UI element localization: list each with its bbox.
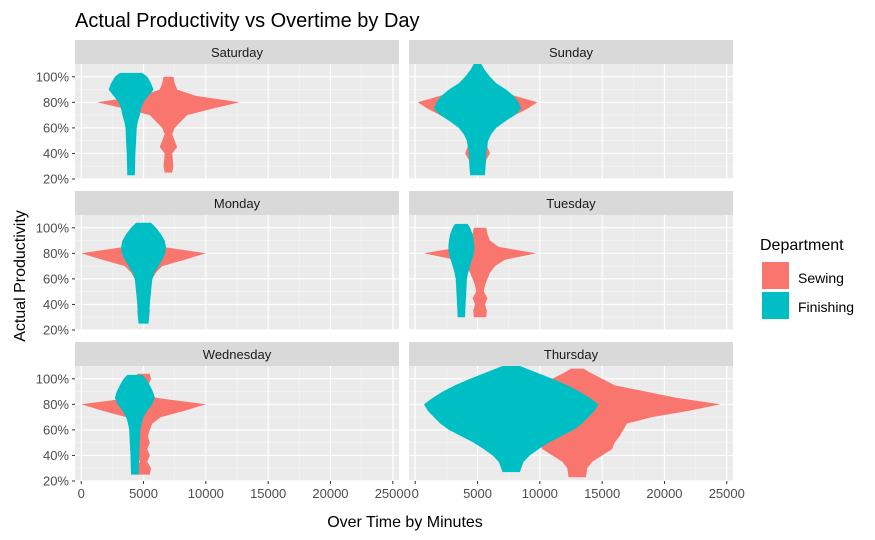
y-tick-label: 100% xyxy=(36,220,70,235)
facet-strip-label: Saturday xyxy=(211,45,264,60)
facet-strip-label: Tuesday xyxy=(546,196,596,211)
x-axis-title: Over Time by Minutes xyxy=(327,514,483,531)
y-axis-title: Actual Productivity xyxy=(12,210,29,342)
y-tick-label: 20% xyxy=(43,323,69,338)
facet-sunday: Sunday xyxy=(409,40,733,180)
y-tick-label: 100% xyxy=(36,371,70,386)
facet-strip-label: Thursday xyxy=(544,347,599,362)
legend-swatch-finishing xyxy=(762,292,789,319)
legend-label-finishing: Finishing xyxy=(798,299,854,315)
x-tick-label: 5000 xyxy=(129,486,158,501)
facet-monday: Monday 20% 40% 60% 80% 100% xyxy=(36,191,399,338)
y-tick-label: 80% xyxy=(43,397,69,412)
violin-finishing xyxy=(114,374,155,475)
violin-finishing xyxy=(448,223,475,318)
violin-sewing xyxy=(81,373,206,475)
y-tick-label: 80% xyxy=(43,246,69,261)
x-tick-label: 0 xyxy=(412,486,419,501)
legend: Department Sewing Finishing xyxy=(760,237,854,319)
y-tick-label: 20% xyxy=(43,172,69,187)
x-tick-label: 0 xyxy=(78,486,85,501)
y-tick-label: 60% xyxy=(43,271,69,286)
facet-strip xyxy=(409,191,733,215)
y-tick-label: 40% xyxy=(43,448,69,463)
x-tick-label: 25000 xyxy=(375,486,411,501)
facet-strip-label: Sunday xyxy=(549,45,594,60)
chart-title: Actual Productivity vs Overtime by Day xyxy=(75,10,420,32)
x-tick-label: 10000 xyxy=(188,486,224,501)
facet-strip xyxy=(409,40,733,64)
x-tick-label: 15000 xyxy=(250,486,286,501)
violin-finishing xyxy=(121,222,166,324)
x-tick-label: 20000 xyxy=(646,486,682,501)
y-tick-label: 60% xyxy=(43,120,69,135)
facet-tuesday: Tuesday xyxy=(409,191,733,331)
facet-thursday: Thursday 0 5000 10000 15000 20000 25000 xyxy=(409,342,745,501)
y-tick-label: 60% xyxy=(43,422,69,437)
y-tick-label: 80% xyxy=(43,95,69,110)
facet-panels: Saturday 20% 40% 60% 80% 100% Sunday Monday 20% 4… xyxy=(36,40,745,501)
y-tick-label: 20% xyxy=(43,474,69,489)
facet-wednesday: Wednesday 20% 40% 60% 80% 100% 0 5000 10000 15000… xyxy=(36,342,411,501)
facet-strip xyxy=(75,191,399,215)
x-tick-label: 20000 xyxy=(312,486,348,501)
legend-title: Department xyxy=(760,237,844,254)
violin-finishing xyxy=(424,366,599,473)
violin-finishing xyxy=(108,72,154,176)
y-tick-label: 100% xyxy=(36,69,70,84)
facet-strip-label: Monday xyxy=(214,196,261,211)
y-tick-label: 40% xyxy=(43,146,69,161)
violin-finishing xyxy=(433,64,522,176)
facet-strip xyxy=(75,40,399,64)
x-tick-label: 10000 xyxy=(522,486,558,501)
facet-strip-label: Wednesday xyxy=(203,347,272,362)
facet-saturday: Saturday 20% 40% 60% 80% 100% xyxy=(36,40,399,187)
legend-label-sewing: Sewing xyxy=(798,270,844,286)
facet-strip xyxy=(75,342,399,366)
x-tick-label: 25000 xyxy=(709,486,745,501)
x-tick-label: 15000 xyxy=(584,486,620,501)
y-tick-label: 40% xyxy=(43,297,69,312)
x-tick-label: 5000 xyxy=(463,486,492,501)
facet-strip xyxy=(409,342,733,366)
legend-swatch-sewing xyxy=(762,262,789,289)
